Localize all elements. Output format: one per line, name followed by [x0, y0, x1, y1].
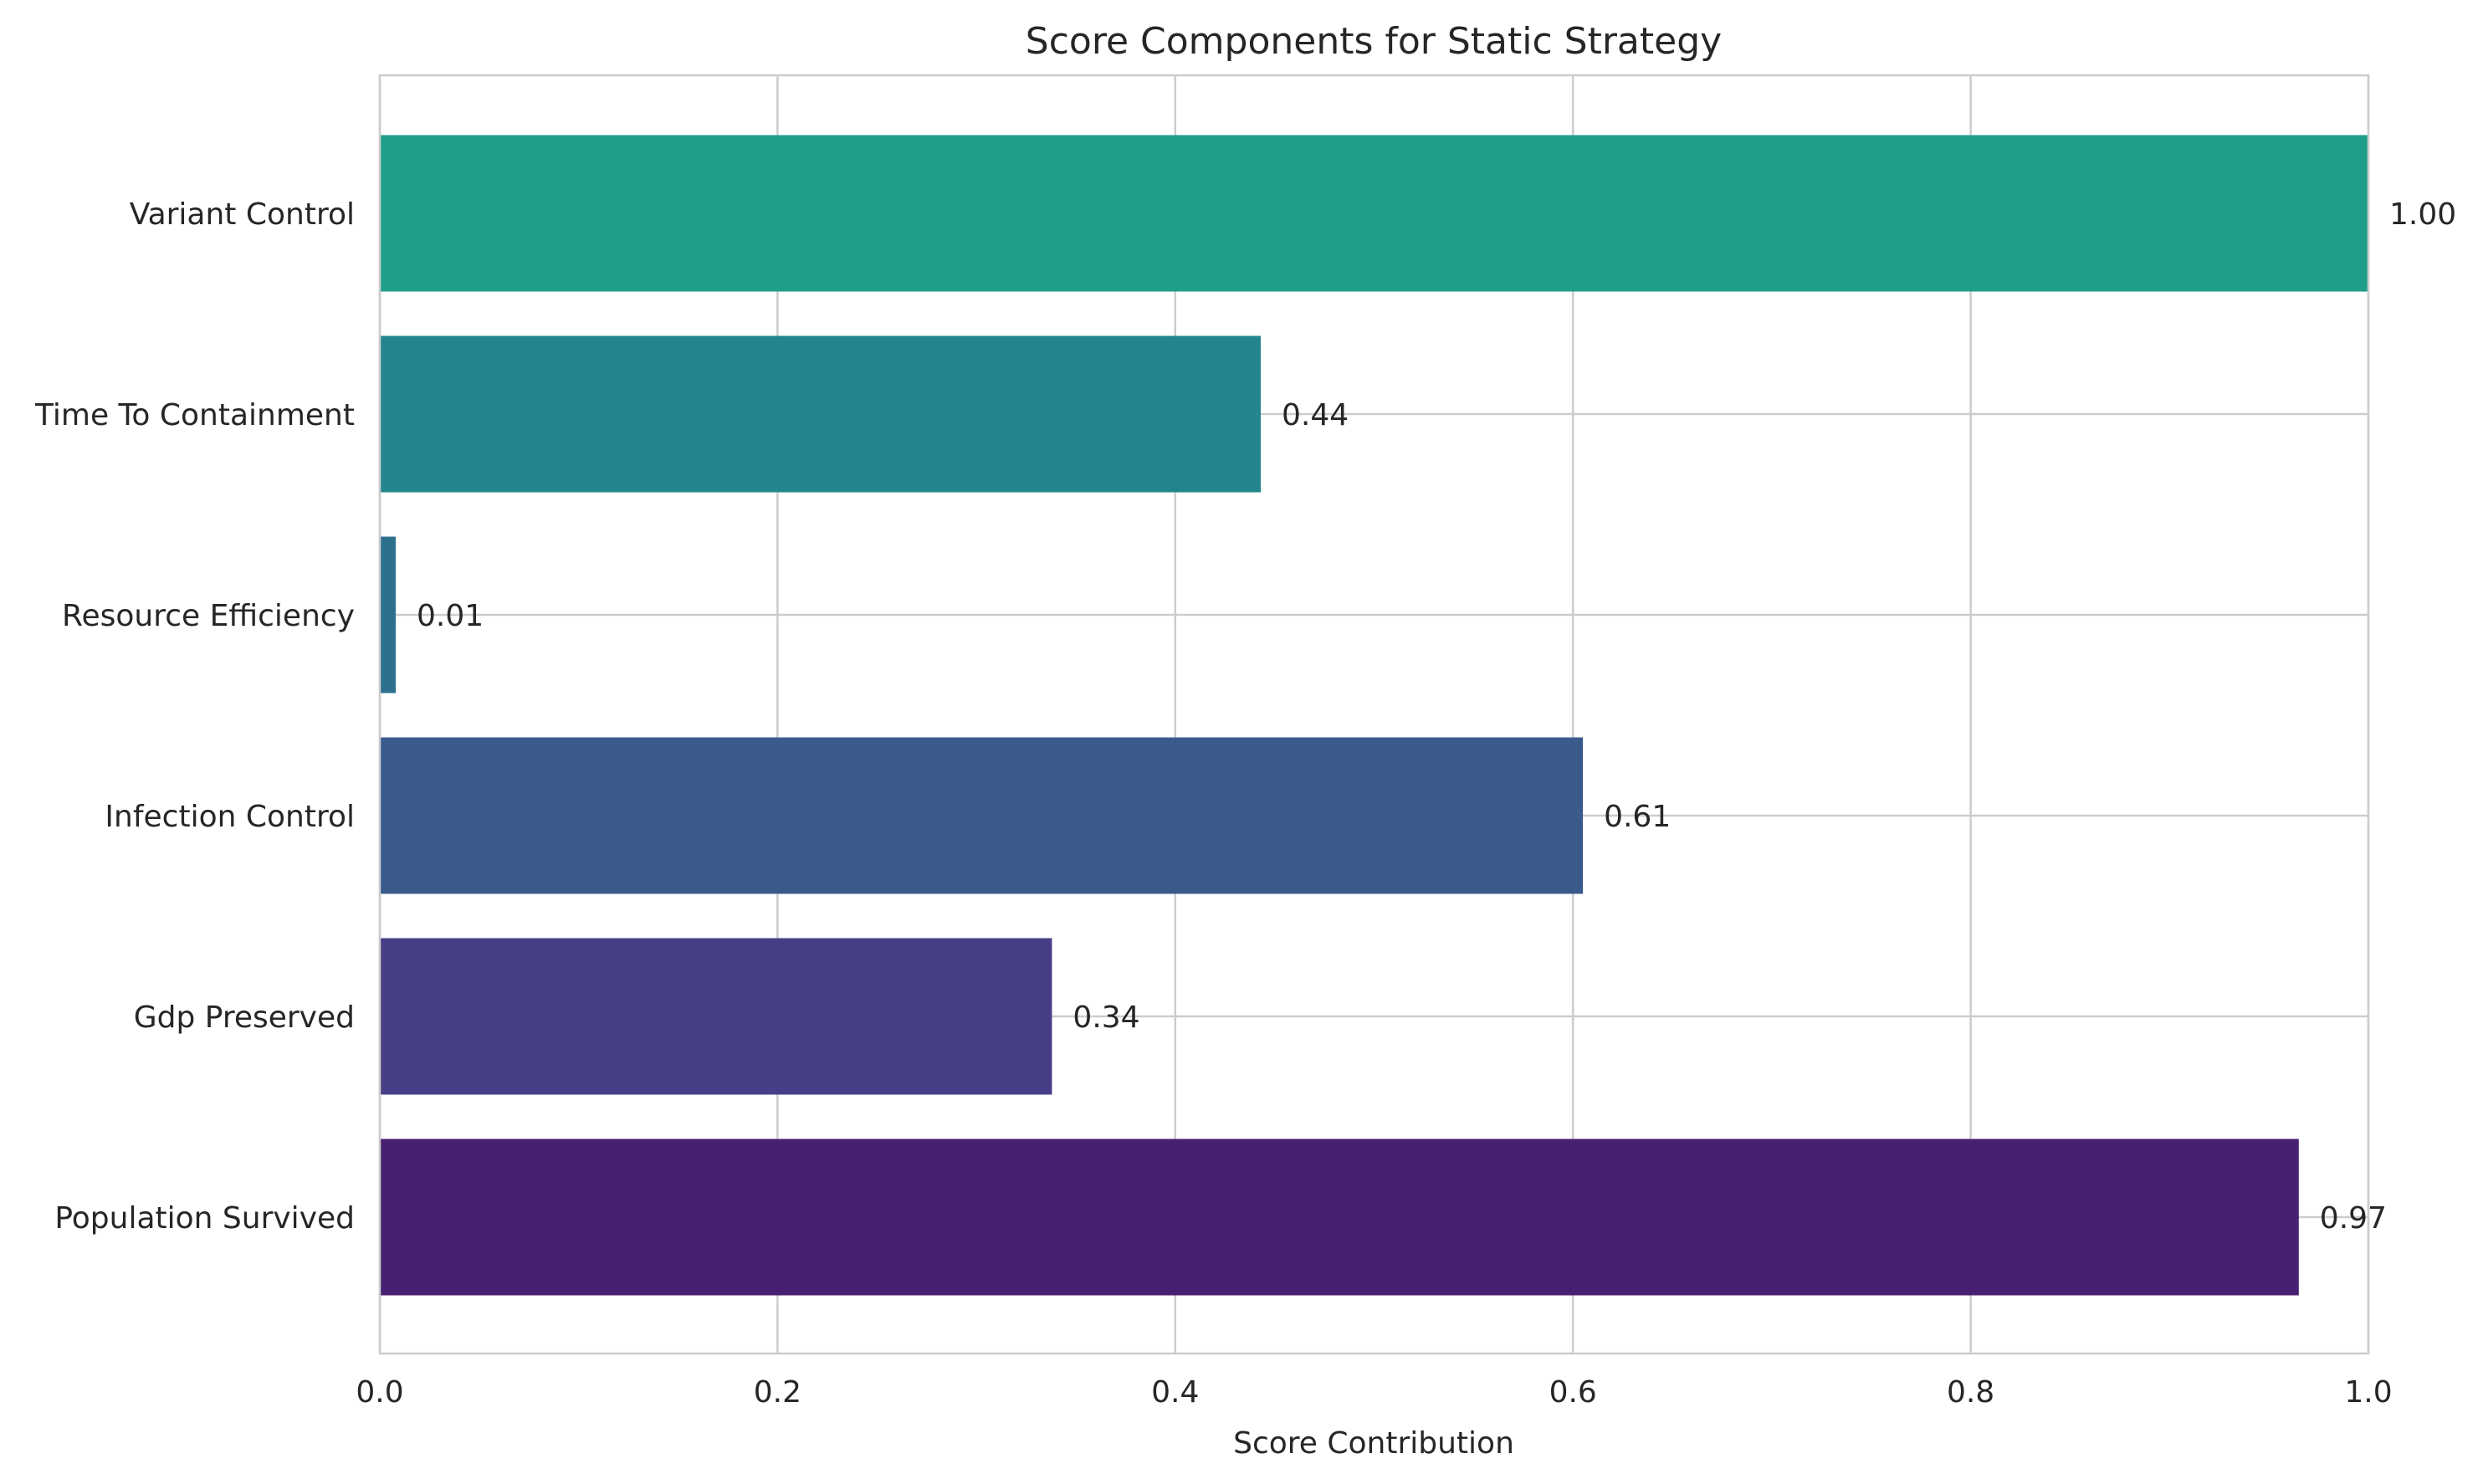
- x-tick-label: 0.8: [1947, 1375, 1994, 1410]
- bar: [380, 536, 397, 693]
- x-tick-label: 0.0: [356, 1375, 403, 1410]
- x-tick-label: 0.4: [1151, 1375, 1199, 1410]
- category-label: Infection Control: [105, 800, 355, 834]
- bar-value-label: 1.00: [2389, 197, 2456, 232]
- labels-layer: 0.0 0.2 0.4 0.6 0.8 1.0 Population Survived 0.9…: [34, 197, 2456, 1410]
- bar: [380, 1139, 2299, 1296]
- bar-value-label: 0.44: [1282, 398, 1349, 432]
- bar-value-label: 0.34: [1073, 1000, 1139, 1035]
- category-label: Gdp Preserved: [134, 1000, 355, 1035]
- x-tick-label: 0.6: [1549, 1375, 1597, 1410]
- bar: [380, 335, 1262, 493]
- category-label: Resource Efficiency: [62, 599, 355, 633]
- category-label: Variant Control: [130, 197, 355, 232]
- bar-value-label: 0.97: [2320, 1201, 2387, 1236]
- chart-title: Score Components for Static Strategy: [1026, 20, 1722, 63]
- plot-frame: [378, 74, 2370, 1355]
- bar-value-label: 0.61: [1604, 800, 1671, 834]
- x-axis-label: Score Contribution: [1233, 1426, 1514, 1461]
- x-tick-label: 0.2: [754, 1375, 801, 1410]
- category-label: Population Survived: [54, 1201, 355, 1236]
- bar: [380, 938, 1052, 1095]
- bar: [380, 737, 1584, 894]
- bar-value-label: 0.01: [417, 599, 484, 633]
- bars-layer: [380, 135, 2368, 1296]
- bar: [380, 135, 2368, 292]
- category-label: Time To Containment: [34, 398, 355, 432]
- x-tick-label: 1.0: [2344, 1375, 2392, 1410]
